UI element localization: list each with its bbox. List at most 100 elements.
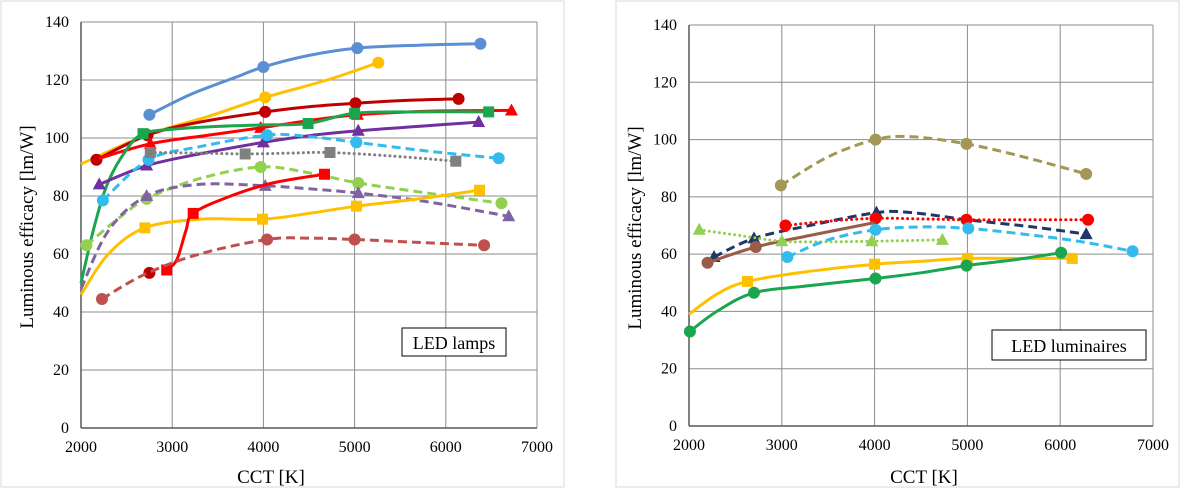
data-point <box>254 120 268 133</box>
y-tick-label: 40 <box>53 304 69 321</box>
series-line <box>101 132 499 202</box>
data-point <box>474 184 486 196</box>
series-line <box>697 228 944 244</box>
y-tick-label: 120 <box>653 74 677 91</box>
data-point <box>483 106 495 118</box>
data-point <box>935 232 949 245</box>
data-point <box>259 91 272 104</box>
x-axis-label: CCT [K] <box>890 467 958 488</box>
x-tick-label: 2000 <box>65 439 97 456</box>
axes: 2000 3000 4000 5000 6000 7000 0 20 40 60 80 100 120 1… <box>45 14 553 456</box>
data-point <box>90 153 103 166</box>
data-point <box>450 155 462 167</box>
panel-led-lamps: 2000 3000 4000 5000 6000 7000 0 20 40 60 80 100 120 1… <box>0 0 565 488</box>
x-tick-label: 3000 <box>156 439 188 456</box>
y-tick-label: 0 <box>669 418 677 435</box>
data-point <box>683 325 696 338</box>
data-point <box>747 286 760 299</box>
data-point <box>504 103 518 116</box>
data-point <box>502 209 516 222</box>
data-point <box>92 177 106 190</box>
data-point <box>869 258 881 270</box>
series-group <box>683 133 1139 338</box>
data-point <box>869 272 882 285</box>
data-point <box>350 136 363 149</box>
data-point <box>692 222 706 235</box>
series <box>688 252 1078 316</box>
data-point <box>492 152 505 165</box>
data-point <box>349 107 361 119</box>
series-line <box>101 236 485 301</box>
y-tick-label: 40 <box>661 303 677 320</box>
data-point <box>372 56 385 69</box>
data-point <box>352 176 365 189</box>
data-point <box>869 212 882 225</box>
data-point <box>143 136 157 149</box>
series-line <box>148 150 458 163</box>
data-point <box>962 222 975 235</box>
series <box>143 37 487 121</box>
data-point <box>781 251 794 264</box>
y-tick-label: 140 <box>653 17 677 34</box>
data-point <box>495 197 508 210</box>
x-tick-label: 3000 <box>766 437 798 454</box>
data-point <box>348 233 361 246</box>
series <box>781 222 1139 264</box>
y-tick-label: 80 <box>53 188 69 205</box>
series <box>692 222 949 247</box>
data-point <box>256 213 268 225</box>
data-point <box>144 147 156 158</box>
data-point <box>1126 245 1139 258</box>
y-tick-label: 120 <box>45 72 69 89</box>
series <box>79 106 495 284</box>
data-point <box>319 168 331 180</box>
data-point <box>1082 213 1095 226</box>
data-point <box>865 234 879 247</box>
annotation: LED lamps <box>401 327 507 357</box>
data-point <box>96 194 109 207</box>
data-point <box>351 42 364 55</box>
x-tick-label: 4000 <box>247 439 279 456</box>
series <box>779 212 1095 232</box>
x-tick-label: 5000 <box>339 439 371 456</box>
data-point <box>478 239 491 252</box>
y-axis-label: Luminous efficacy [lm/W] <box>625 126 646 329</box>
x-tick-label: 2000 <box>673 437 705 454</box>
data-point <box>869 133 882 146</box>
x-tick-label: 4000 <box>859 437 891 454</box>
data-point <box>161 264 173 276</box>
series-line <box>713 209 1087 259</box>
data-point <box>472 115 486 128</box>
data-point <box>474 37 487 50</box>
data-point <box>257 60 270 73</box>
data-point <box>351 186 365 199</box>
data-point <box>775 234 789 247</box>
x-tick-label: 7000 <box>1137 437 1169 454</box>
data-point <box>351 123 365 136</box>
data-point <box>140 189 154 201</box>
y-tick-label: 20 <box>53 362 69 379</box>
data-point <box>302 118 314 129</box>
data-point <box>261 129 274 142</box>
series <box>774 133 1093 192</box>
series <box>79 184 486 296</box>
data-point <box>350 200 362 212</box>
annotation-box <box>401 327 507 357</box>
series-line <box>780 134 1087 187</box>
annotation: LED luminaires <box>991 329 1147 361</box>
data-point <box>1080 167 1093 180</box>
series <box>683 246 1068 338</box>
x-tick-label: 6000 <box>430 439 462 456</box>
data-point <box>741 275 753 287</box>
data-point <box>961 252 973 264</box>
data-point <box>960 137 973 150</box>
y-tick-label: 60 <box>53 246 69 263</box>
data-point <box>139 222 151 234</box>
data-point <box>261 233 274 246</box>
data-point <box>749 240 762 253</box>
annotation-label: LED lamps <box>413 333 496 353</box>
annotation-label: LED luminaires <box>1011 336 1126 356</box>
data-point <box>1055 246 1068 259</box>
data-point <box>960 259 973 272</box>
